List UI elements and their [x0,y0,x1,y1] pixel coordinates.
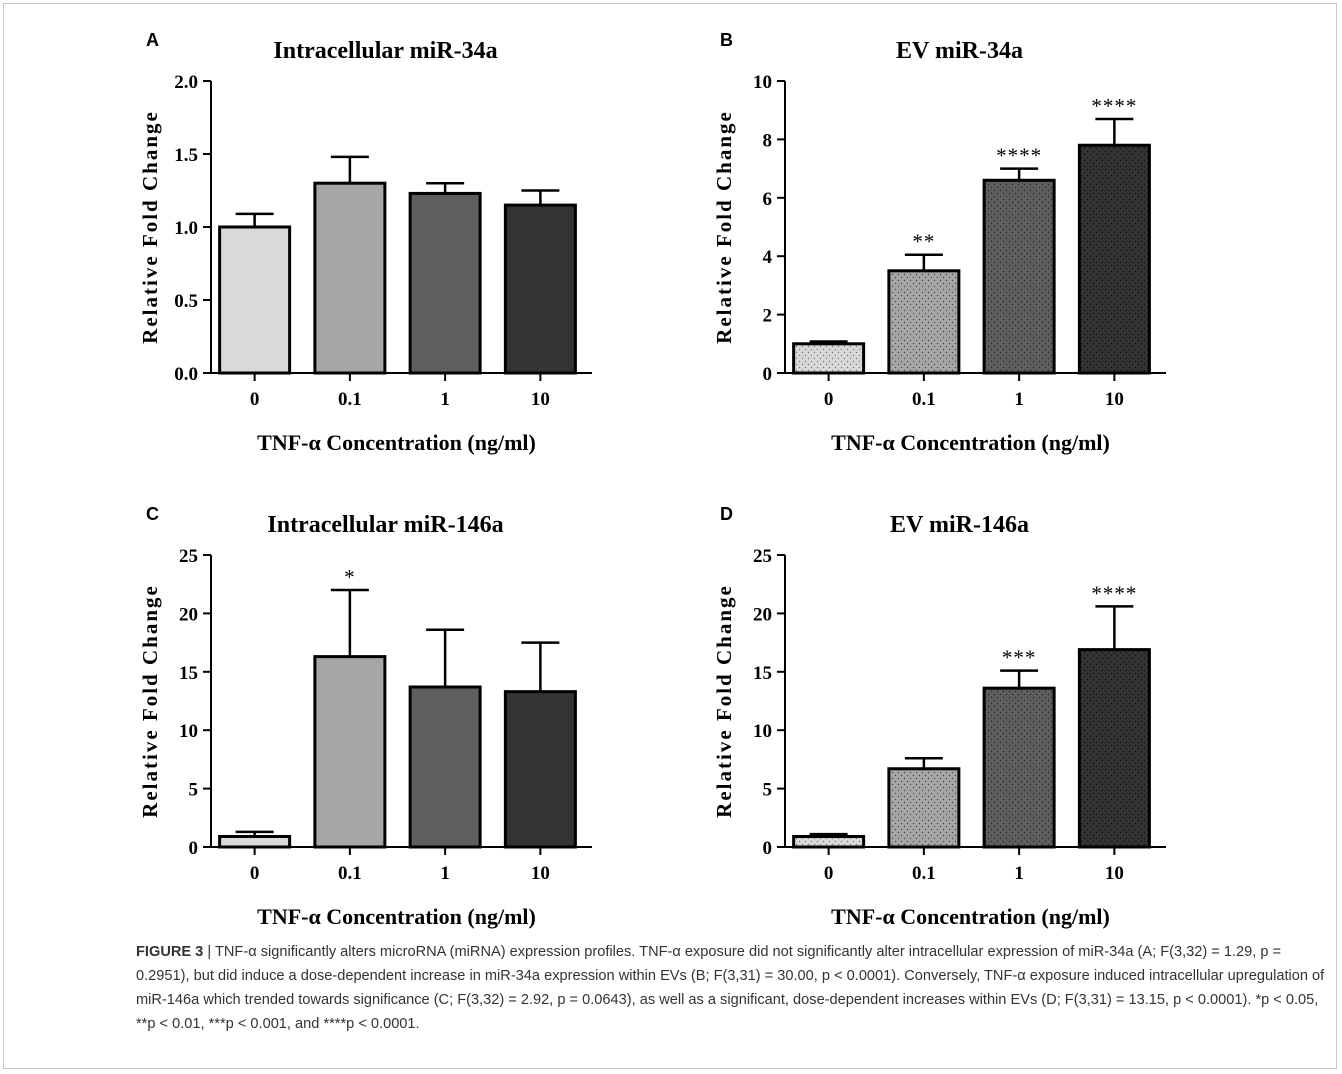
x-axis-label: TNF-α Concentration (ng/ml) [257,430,536,455]
bar [218,834,292,849]
chart-panel-c: C Intracellular miR-146a0510152025Relativ… [138,504,592,929]
bar [792,834,866,849]
x-tick-label: 1 [1014,863,1024,884]
y-tick-label: 0 [189,838,199,859]
y-tick-label: 6 [763,189,773,210]
panel-letter: A [146,30,159,50]
bar [503,690,577,849]
figure-caption-separator: | [207,944,212,960]
figure-caption-label: FIGURE 3 [136,944,204,960]
x-tick-label: 0 [250,863,260,884]
x-tick-label: 0 [824,863,834,884]
significance-label: *** [1002,646,1037,670]
y-tick-label: 20 [753,604,772,625]
y-tick-label: 10 [753,721,772,742]
x-tick-label: 10 [531,389,550,410]
significance-label: * [344,565,356,589]
x-tick-label: 10 [531,863,550,884]
chart-title: EV miR-34a [896,38,1023,64]
significance-label: **** [996,144,1042,168]
bar [1077,648,1151,849]
y-tick-label: 10 [753,72,772,93]
y-axis-label: Relative Fold Change [138,584,162,818]
x-tick-label: 1 [440,389,450,410]
x-axis-label: TNF-α Concentration (ng/ml) [257,904,536,929]
chart-title: EV miR-146a [890,512,1029,538]
bar [1077,143,1151,375]
significance-label: ** [912,230,935,254]
y-tick-label: 15 [179,663,198,684]
chart-title: Intracellular miR-34a [273,38,497,64]
figure-panels: A Intracellular miR-34a 0.0 0.5 1.0 1.5 2.0 Rel… [138,30,1166,929]
x-tick-label: 10 [1105,863,1124,884]
bar [313,181,387,375]
x-tick-label: 1 [440,863,450,884]
y-tick-label: 0 [763,364,773,385]
y-tick-label: 0 [763,838,773,859]
significance-label: **** [1091,581,1137,605]
x-tick-label: 0.1 [912,863,936,884]
y-tick-label: 0.0 [174,364,198,385]
figure-caption: FIGURE 3 | TNF-α significantly alters mi… [136,940,1332,1036]
chart-panel-a: A Intracellular miR-34a 0.0 0.5 1.0 1.5 2.0 Rel… [138,30,592,455]
x-tick-label: 10 [1105,389,1124,410]
bar [408,191,482,375]
bar [408,685,482,849]
significance-label: **** [1091,94,1137,118]
y-tick-label: 20 [179,604,198,625]
figure-caption-text: TNF-α significantly alters microRNA (miR… [136,944,1325,1032]
bar [503,203,577,375]
y-tick-label: 15 [753,663,772,684]
x-axis-label: TNF-α Concentration (ng/ml) [831,430,1110,455]
panel-letter: B [720,30,733,50]
y-tick-label: 1.0 [174,218,198,239]
x-tick-label: 1 [1014,389,1024,410]
bar [792,342,866,375]
y-tick-label: 8 [763,130,773,151]
y-tick-label: 2 [763,306,773,327]
bar [982,686,1056,849]
panel-letter: D [720,504,733,524]
x-axis-label: TNF-α Concentration (ng/ml) [831,904,1110,929]
bar [887,269,961,375]
bar [218,225,292,375]
y-tick-label: 25 [753,546,772,567]
y-tick-label: 25 [179,546,198,567]
bar [887,767,961,849]
y-tick-label: 10 [179,721,198,742]
x-tick-label: 0.1 [912,389,936,410]
y-tick-label: 1.5 [174,145,198,166]
y-tick-label: 2.0 [174,72,198,93]
x-tick-label: 0.1 [338,389,362,410]
x-tick-label: 0 [824,389,834,410]
panel-letter: C [146,504,159,524]
y-tick-label: 5 [189,780,199,801]
bar [982,178,1056,375]
y-axis-label: Relative Fold Change [712,110,736,344]
chart-panel-b: B EV miR-34a 0 2 4 6 8 10 Relative Fold Change 0 0… [712,30,1166,455]
x-tick-label: 0.1 [338,863,362,884]
y-tick-label: 5 [763,780,773,801]
bar [313,655,387,849]
y-axis-label: Relative Fold Change [138,110,162,344]
y-axis-label: Relative Fold Change [712,584,736,818]
chart-title: Intracellular miR-146a [267,512,503,538]
y-tick-label: 0.5 [174,291,198,312]
y-tick-label: 4 [763,247,773,268]
x-tick-label: 0 [250,389,260,410]
